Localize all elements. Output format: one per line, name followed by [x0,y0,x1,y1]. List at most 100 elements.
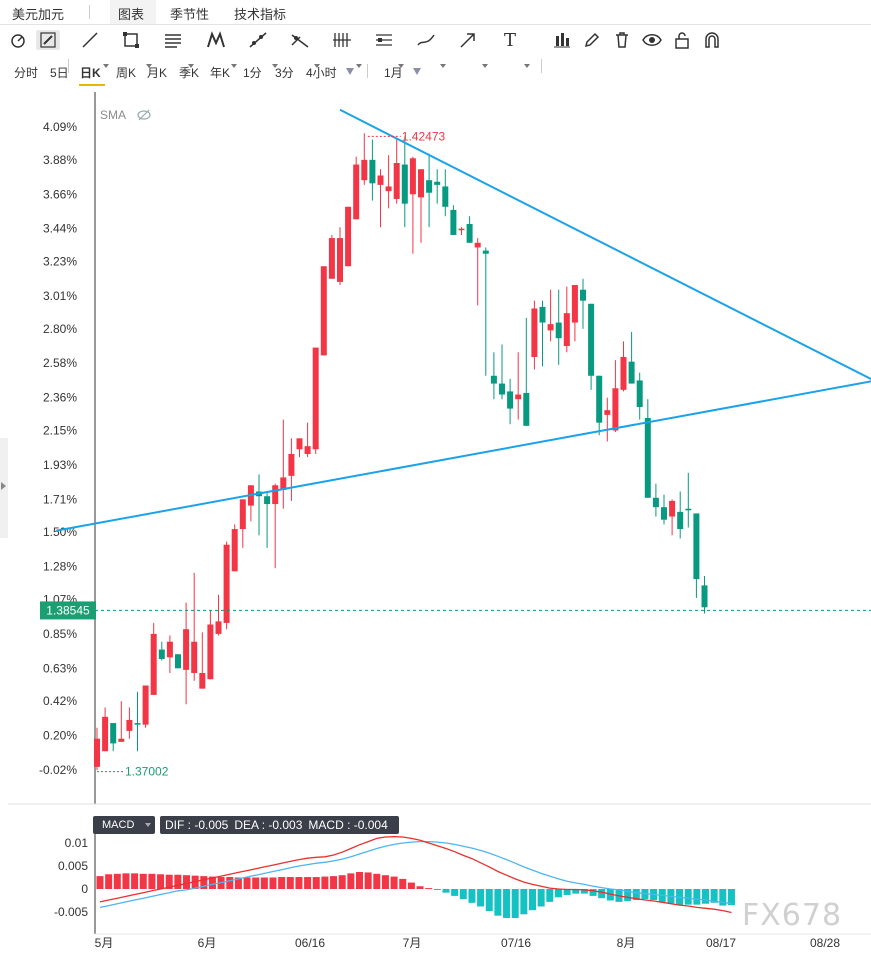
candle [685,472,692,528]
fibonacci-icon[interactable] [161,30,185,50]
candle-body [207,624,214,680]
candle-body [636,380,643,408]
line-icon[interactable] [78,30,102,50]
chevron-down-icon[interactable] [145,823,151,827]
chevron-down-icon[interactable] [440,64,446,68]
brush-icon[interactable] [414,30,438,50]
edit-icon[interactable] [580,30,604,50]
candle-body [288,453,295,476]
candle-body [377,175,384,185]
macd-histogram-bar [304,877,312,889]
period-quarterly[interactable]: 季K [179,66,200,80]
channel-icon[interactable] [372,30,396,50]
macd-histogram-bar [381,875,389,889]
x-tick-label: 5月 [95,936,114,950]
period-4h[interactable]: 4小时 [306,66,337,80]
arrow-icon[interactable] [456,30,480,50]
candle-body [231,529,238,572]
chevron-down-icon[interactable] [398,64,404,68]
candle-body [296,438,303,450]
drawing-toolbar: T [0,26,871,73]
chevron-down-icon[interactable] [356,64,362,68]
candle-body [409,158,416,195]
candle [94,727,100,770]
lock-icon[interactable] [670,30,694,50]
macd-histogram-bar [451,889,459,896]
period-daily[interactable]: 日K [80,66,101,80]
rectangle-icon[interactable] [119,30,143,50]
candle-body [126,719,133,731]
period-weekly[interactable]: 周K [116,66,137,80]
candle-body [701,585,708,608]
candle-body [304,446,311,454]
macd-histogram-bar [650,889,658,901]
macd-histogram-bar [131,873,139,889]
period-intraday[interactable]: 分时 [14,66,39,80]
candle [142,685,149,728]
candle-body [369,159,376,184]
macd-histogram-bar [416,886,424,889]
macd-indicator-button[interactable]: MACD [93,816,155,834]
chevron-down-icon[interactable] [524,64,530,68]
candle-body [555,322,562,339]
macd-histogram-bar [719,889,727,906]
candle [264,493,271,548]
candle-body [644,417,651,498]
chevron-down-icon[interactable] [188,64,194,68]
chevron-down-icon[interactable] [272,64,278,68]
macd-histogram-bar [563,889,571,895]
candle-body [142,685,149,725]
chevron-down-icon[interactable] [413,68,421,75]
period-1min[interactable]: 1分 [243,66,262,80]
chevron-down-icon[interactable] [146,64,152,68]
tab-symbol[interactable]: 美元加元 [12,7,65,22]
chevron-down-icon[interactable] [346,68,354,75]
candle-body [150,633,157,695]
macd-histogram-bar [183,875,190,889]
range-selector[interactable]: 1月 [384,66,403,80]
candle [231,524,238,572]
candle [320,266,327,356]
chevron-down-icon[interactable] [314,64,320,68]
macd-histogram-bar [312,877,320,889]
tab-indicators[interactable]: 技术指标 [234,7,287,22]
period-3min[interactable]: 3分 [275,66,294,80]
macd-histogram-bar [373,873,381,889]
candle-body [571,285,578,323]
y-tick-label: 1.71% [43,492,77,506]
period-yearly[interactable]: 年K [210,66,231,80]
pattern-icon[interactable] [204,30,228,50]
cursor-icon[interactable] [6,30,30,50]
macd-histogram-bar [710,889,718,903]
macd-histogram-bar [537,889,545,907]
chevron-down-icon[interactable] [103,64,109,68]
text-icon[interactable]: T [503,29,516,51]
magnet-icon[interactable] [700,30,724,50]
candle [401,136,408,228]
candle [369,139,376,201]
tab-divider [89,5,90,19]
period-monthly[interactable]: 月K [147,66,168,80]
ray-icon[interactable] [246,30,270,50]
tab-chart[interactable]: 图表 [118,7,145,22]
side-panel-handle[interactable] [0,438,8,538]
candle [166,635,173,674]
bars-icon[interactable] [330,30,354,50]
trash-icon[interactable] [610,30,634,50]
candle-body [337,238,343,282]
tab-seasonality[interactable]: 季节性 [170,7,210,22]
candle [272,483,279,569]
candle-body [499,383,505,395]
pencil-icon[interactable] [36,30,60,50]
candle [580,278,586,329]
period-5d[interactable]: 5日 [50,66,69,80]
chevron-down-icon[interactable] [482,64,488,68]
y-tick-label: 3.23% [43,255,77,269]
measure-icon[interactable] [288,30,312,50]
candle-body [134,723,141,725]
chevron-down-icon[interactable] [231,64,237,68]
candles-icon[interactable] [550,30,574,50]
eye-icon[interactable] [640,30,664,50]
